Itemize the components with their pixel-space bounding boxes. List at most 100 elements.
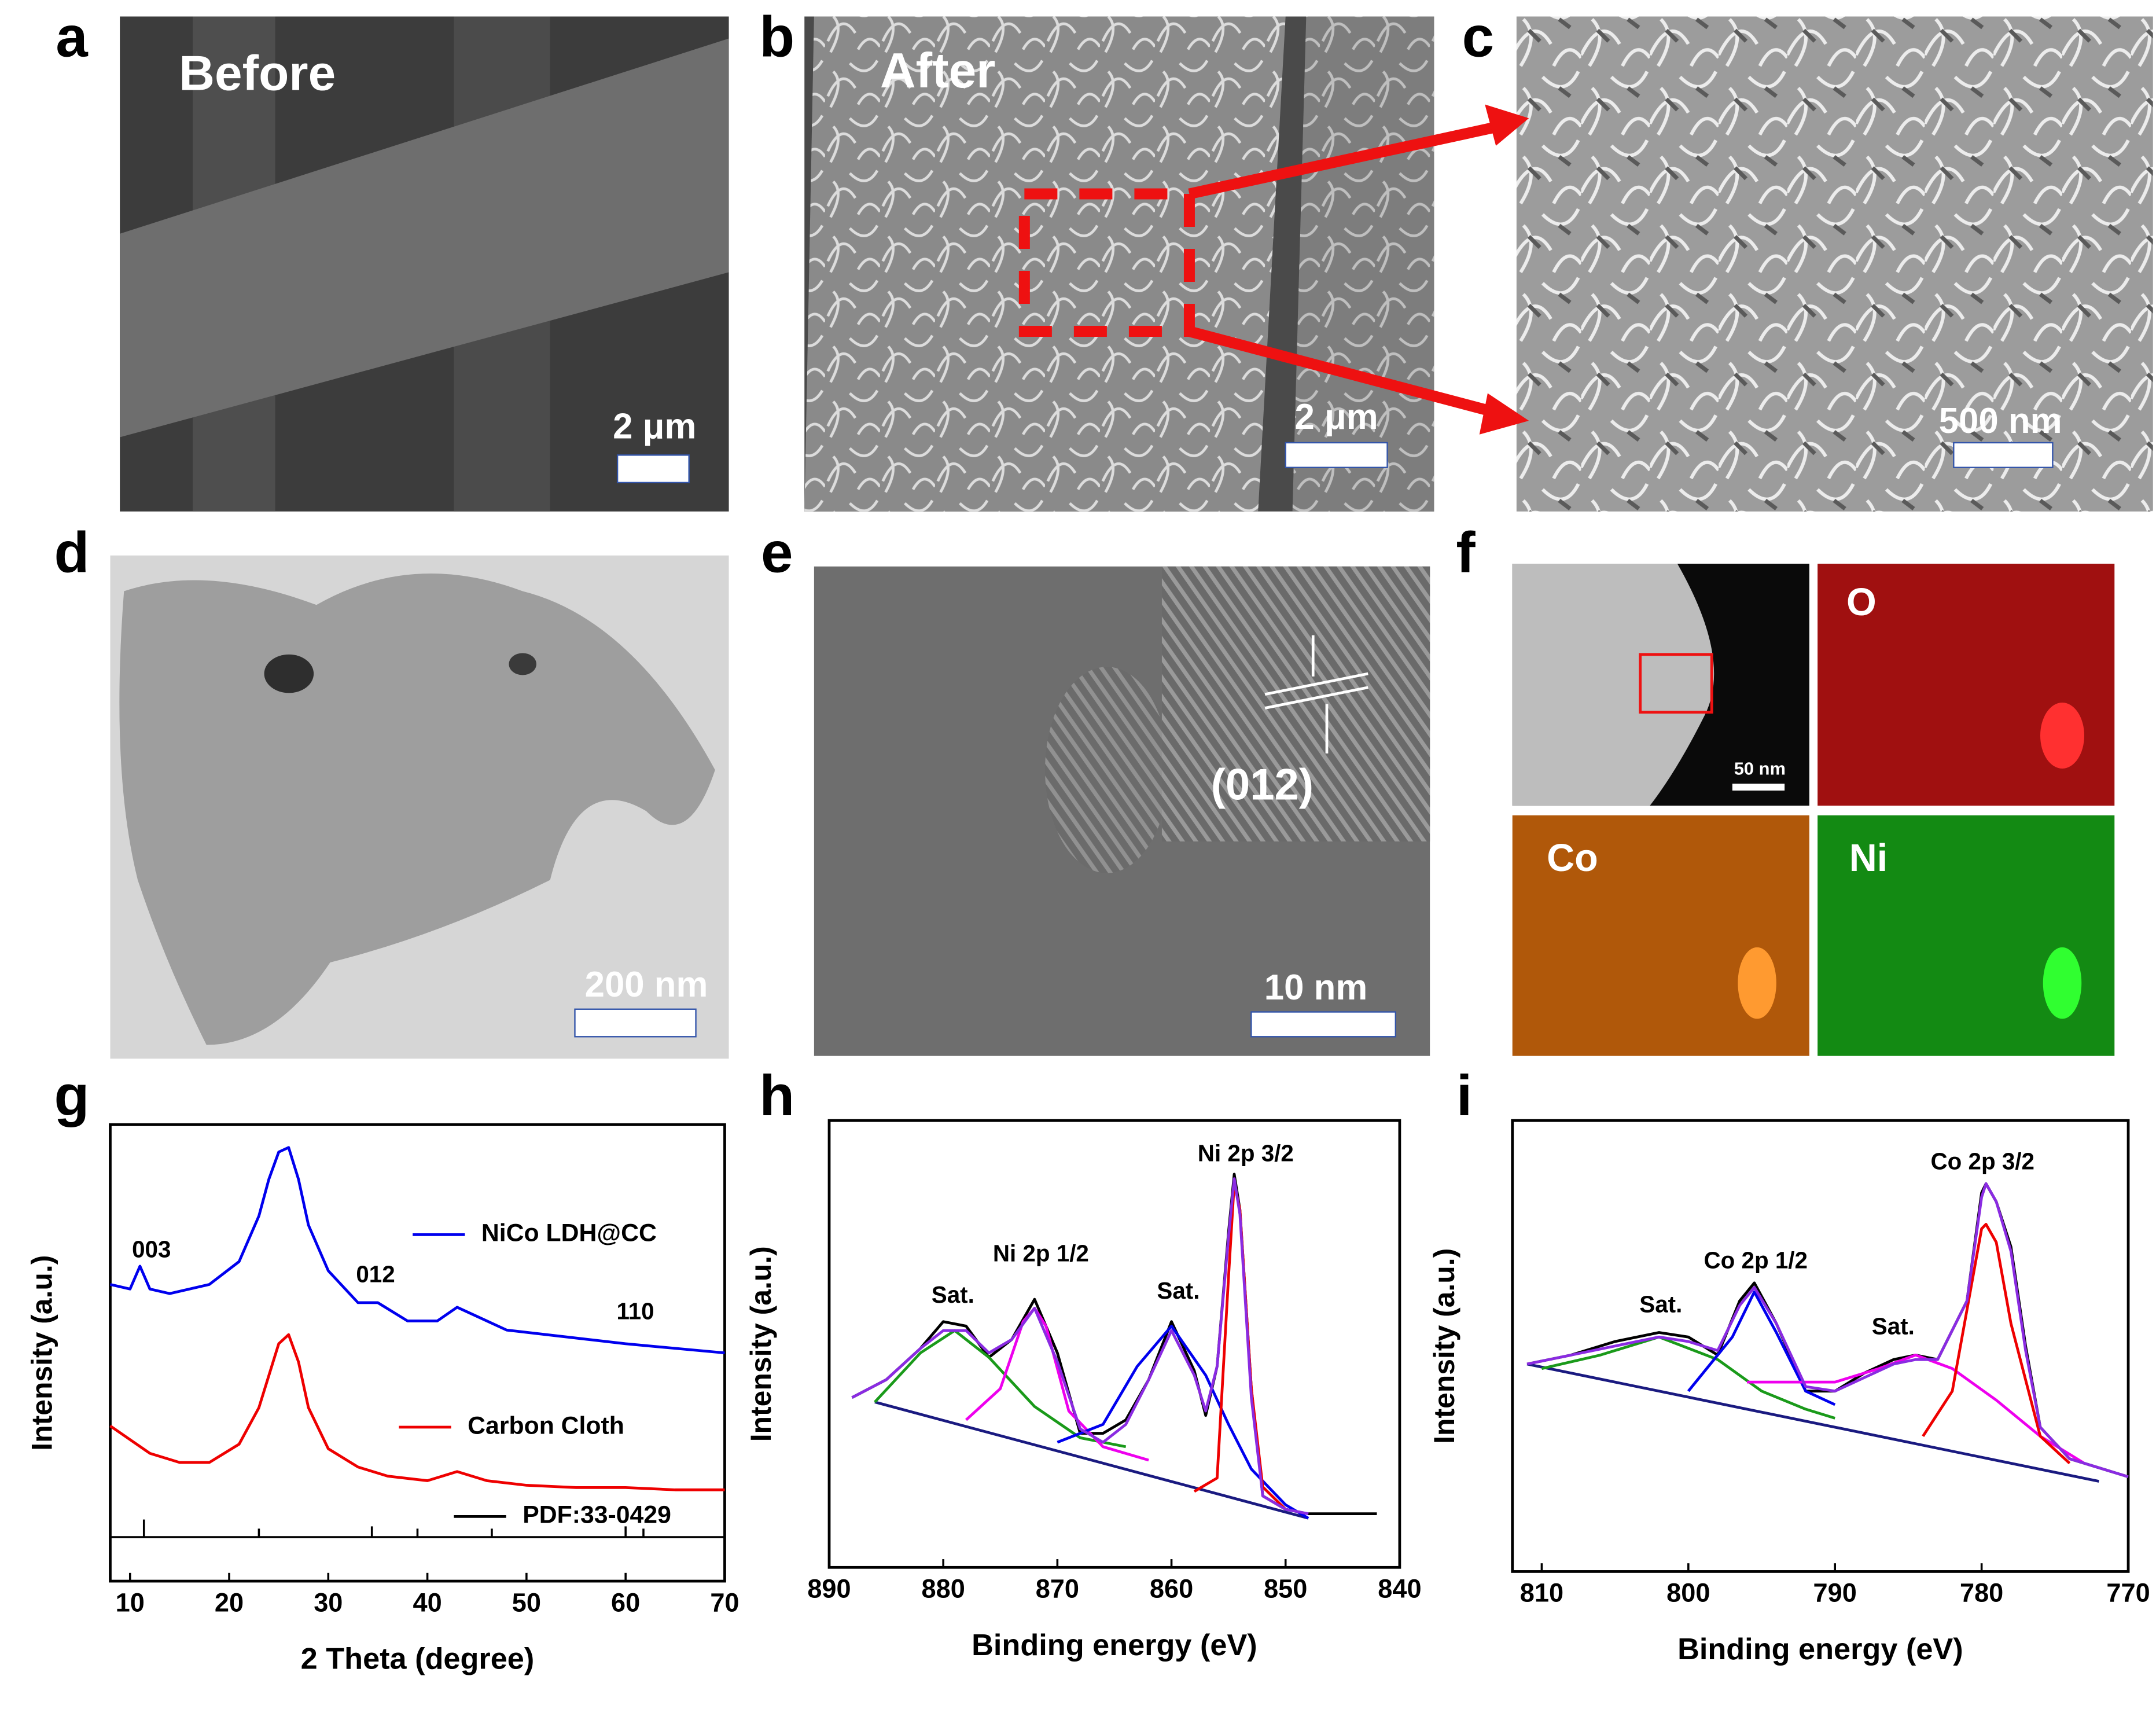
x-tick-label: 60 [611, 1587, 640, 1617]
peak-annotation: 003 [132, 1236, 171, 1263]
x-tick-label: 20 [215, 1587, 244, 1617]
arrow-head [1479, 393, 1529, 435]
x-tick-label: 30 [314, 1587, 343, 1617]
peak-annotation: Ni 2p 3/2 [1198, 1140, 1294, 1166]
scale-bar-label: 2 μm [613, 407, 696, 447]
x-tick-label: 860 [1150, 1574, 1193, 1604]
legend-label: PDF:33-0429 [523, 1501, 671, 1529]
hotspot [2040, 702, 2085, 769]
plane-label: (012) [1211, 760, 1314, 809]
panel-letter: d [54, 521, 90, 585]
spectrum-line [874, 1329, 1127, 1449]
panel-letter: a [56, 5, 89, 69]
panel-letter: e [761, 521, 793, 585]
x-axis-label: Binding energy (eV) [1677, 1633, 1963, 1666]
x-tick-label: 780 [1960, 1578, 2003, 1608]
spectrum-line [1541, 1335, 1835, 1420]
scale-bar [1732, 784, 1785, 791]
peak-annotation: 110 [616, 1298, 654, 1324]
x-tick-label: 770 [2106, 1578, 2150, 1608]
x-tick-label: 840 [1378, 1574, 1421, 1604]
image-label: After [880, 43, 996, 98]
map-label: Ni [1849, 837, 1888, 880]
image-label: Before [179, 46, 336, 101]
arrow-head [1485, 104, 1529, 146]
peak-annotation: Co 2p 1/2 [1704, 1247, 1808, 1274]
plot-frame [827, 1119, 1401, 1569]
panel-letter: f [1456, 521, 1476, 585]
peak-annotation: 012 [356, 1260, 395, 1287]
spectrum-line [109, 1333, 725, 1491]
spectrum-line [965, 1307, 1149, 1462]
x-tick-label: 790 [1813, 1578, 1857, 1608]
scale-bar [1250, 1011, 1396, 1038]
peak-annotation: Co 2p 3/2 [1930, 1148, 2034, 1175]
scale-bar-label: 10 nm [1264, 968, 1367, 1008]
scale-bar [574, 1008, 697, 1038]
spectrum-line [851, 1173, 1377, 1516]
x-tick-label: 10 [116, 1587, 145, 1617]
scale-bar [1285, 442, 1388, 468]
fiber [120, 38, 729, 438]
y-axis-label: Intensity (a.u.) [745, 1246, 777, 1442]
plot-frame [1511, 1119, 2130, 1573]
particle [1512, 564, 1715, 806]
spectrum-line [1922, 1223, 2071, 1465]
peak-annotation: Ni 2p 1/2 [993, 1240, 1089, 1267]
x-tick-label: 890 [807, 1574, 851, 1604]
zoom-arrow [1188, 121, 1500, 200]
zoom-box [1018, 188, 1195, 337]
peak-annotation: Sat. [1872, 1313, 1915, 1340]
scale-bar-label: 2 μm [1295, 397, 1378, 437]
x-axis-label: 2 Theta (degree) [301, 1642, 535, 1676]
dense-region [264, 654, 314, 693]
y-axis-label: Intensity (a.u.) [26, 1255, 58, 1451]
fringe-marker [1264, 672, 1368, 696]
scale-bar-label: 200 nm [585, 965, 708, 1005]
legend-label: Carbon Cloth [468, 1412, 624, 1439]
x-tick-label: 70 [710, 1587, 739, 1617]
spectrum-line [109, 1146, 725, 1355]
x-axis-label: Binding energy (eV) [972, 1629, 1257, 1662]
x-tick-label: 880 [922, 1574, 965, 1604]
x-tick-label: 850 [1264, 1574, 1307, 1604]
hotspot [1738, 947, 1776, 1019]
spectrum-line [1526, 1182, 2129, 1479]
peak-annotation: Sat. [932, 1281, 974, 1308]
fiber [1292, 16, 1434, 512]
spectrum-line [1687, 1290, 1836, 1406]
scale-bar-label: 50 nm [1734, 759, 1786, 779]
panel-letter: c [1462, 5, 1494, 69]
map-label: O [1846, 581, 1877, 624]
spectrum-line [851, 1177, 1309, 1515]
peak-annotation: Sat. [1157, 1277, 1200, 1304]
zoom-arrow [1188, 326, 1498, 418]
spectrum-line [1526, 1362, 2099, 1483]
scale-bar [616, 454, 690, 484]
x-tick-label: 810 [1520, 1578, 1563, 1608]
selection-box [1639, 653, 1713, 714]
peak-annotation: Sat. [1639, 1291, 1682, 1318]
dense-region [509, 653, 536, 675]
spectrum-line [1057, 1324, 1309, 1520]
scale-bar [1953, 442, 2054, 468]
x-tick-label: 40 [413, 1587, 442, 1617]
panel-letter: b [759, 5, 794, 69]
y-axis-label: Intensity (a.u.) [1428, 1248, 1460, 1444]
lattice-fringes [1161, 566, 1430, 841]
x-tick-label: 870 [1036, 1574, 1079, 1604]
panel-letter: g [54, 1064, 90, 1128]
spectrum-line [1747, 1354, 2085, 1465]
flake-cluster [119, 574, 715, 1045]
scale-bar-label: 500 nm [1939, 401, 2062, 441]
lattice-fringes [1044, 667, 1169, 873]
panel-letter: h [759, 1064, 794, 1128]
x-tick-label: 50 [512, 1587, 541, 1617]
panel-letter: i [1456, 1064, 1473, 1128]
fringe-marker [1264, 686, 1368, 710]
hotspot [2043, 947, 2082, 1019]
legend-label: NiCo LDH@CC [481, 1219, 657, 1247]
x-tick-label: 800 [1666, 1578, 1710, 1608]
map-label: Co [1547, 837, 1598, 880]
